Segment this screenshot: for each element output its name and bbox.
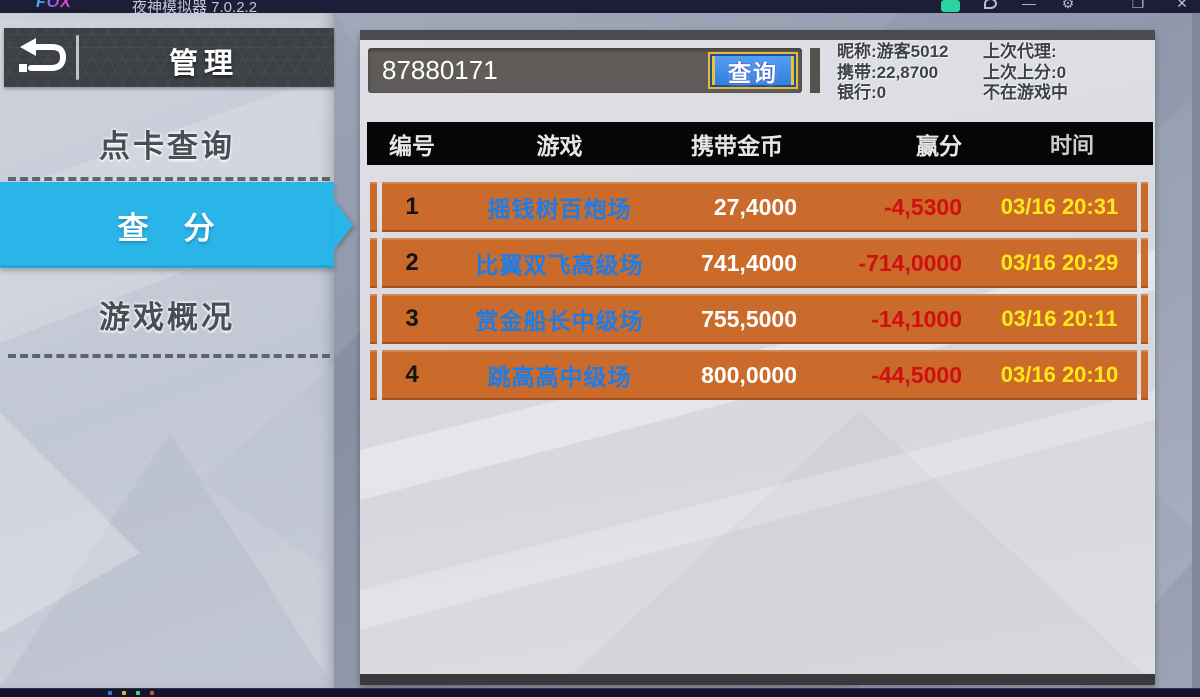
player-last-agent: 上次代理: [983, 42, 1057, 61]
cell-game: 比翼双飞高级场 [475, 252, 644, 278]
taskbar-sliver [0, 688, 1200, 697]
cell-game: 赏金船长中级场 [475, 308, 644, 334]
player-game-status: 不在游戏中 [983, 83, 1068, 102]
search-side-slab [810, 48, 820, 93]
cell-win: -714,0000 [858, 249, 962, 276]
panel-bottom-edge [360, 674, 1155, 685]
taskbar-icon [136, 691, 140, 695]
close-icon[interactable]: ✕ [1176, 0, 1188, 11]
back-button[interactable] [16, 36, 68, 80]
sidebar-item-label: 查 分 [117, 210, 217, 246]
player-id-input[interactable] [382, 48, 692, 93]
player-info-right: 上次代理: 上次上分:0 不在游戏中 [983, 42, 1068, 104]
cell-no: 3 [405, 305, 419, 332]
cell-coins: 800,0000 [701, 361, 797, 388]
sidebar-item-card-query[interactable]: 点卡查询 [0, 112, 334, 174]
sidebar-title: 管理 [168, 48, 239, 80]
table-row[interactable]: 4 跳高高中级场 800,0000 -44,5000 03/16 20:10 [370, 350, 1151, 400]
column-win: 赢分 [916, 132, 962, 159]
taskbar-icon [108, 691, 112, 695]
cell-time: 03/16 20:10 [1000, 362, 1119, 387]
cell-time: 03/16 20:31 [1000, 194, 1119, 219]
row-accent-right [1141, 350, 1148, 400]
window-right-edge [1192, 13, 1200, 688]
cell-win: -44,5000 [871, 361, 962, 388]
table-header: 编号 游戏 携带金币 赢分 时间 [367, 122, 1153, 165]
cell-win: -4,5300 [883, 193, 962, 220]
row-accent-right [1141, 238, 1148, 288]
game-area: 管理 点卡查询 查 分 游戏概况 [0, 13, 1200, 688]
query-button[interactable]: 查询 [708, 52, 798, 89]
sidebar-header: 管理 [4, 28, 334, 87]
table-row[interactable]: 1 摇钱树百炮场 27,4000 -4,5300 03/16 20:31 [370, 182, 1151, 232]
column-time: 时间 [1049, 132, 1094, 158]
window-titlebar: FOX 夜神模拟器 7.0.2.2 — ⚙ ❐ ✕ [0, 0, 1200, 13]
sidebar-item-label: 游戏概况 [99, 299, 235, 335]
score-query-panel: 查询 昵称:游客5012 携带:22,8700 银行:0 上次代理: 上次上分:… [360, 30, 1155, 685]
sidebar-item-score-query[interactable]: 查 分 [0, 182, 334, 268]
table-row[interactable]: 3 赏金船长中级场 755,5000 -14,1000 03/16 20:11 [370, 294, 1151, 344]
player-info-left: 昵称:游客5012 携带:22,8700 银行:0 [837, 42, 948, 104]
player-bank: 银行:0 [837, 83, 887, 102]
sidebar-separator [8, 177, 330, 181]
sidebar-item-label: 点卡查询 [99, 128, 235, 164]
settings-gear-icon[interactable]: ⚙ [1061, 0, 1075, 11]
player-last-topup: 上次上分:0 [983, 62, 1067, 82]
cell-no: 1 [405, 193, 419, 220]
row-accent-right [1141, 294, 1148, 344]
row-accent-left [370, 294, 377, 344]
column-game: 游戏 [536, 132, 583, 159]
cell-coins: 741,4000 [701, 249, 797, 276]
cell-time: 03/16 20:11 [1001, 306, 1118, 331]
row-accent-left [370, 182, 377, 232]
table-row[interactable]: 2 比翼双飞高级场 741,4000 -714,0000 03/16 20:29 [370, 238, 1151, 288]
sidebar-separator [8, 354, 330, 358]
cell-coins: 755,5000 [701, 305, 797, 332]
row-accent-left [370, 350, 377, 400]
cell-no: 2 [405, 249, 419, 276]
maximize-icon[interactable]: ❐ [1131, 0, 1145, 11]
player-carry: 携带:22,8700 [837, 62, 939, 82]
player-id-search: 查询 [368, 48, 802, 93]
nox-logo: FOX [36, 0, 72, 12]
column-no: 编号 [389, 132, 435, 159]
cell-win: -14,1000 [871, 305, 962, 332]
multi-instance-icon[interactable] [941, 0, 960, 12]
admin-sidebar: 管理 点卡查询 查 分 游戏概况 [0, 13, 334, 688]
taskbar-icon [150, 691, 154, 695]
cell-game: 摇钱树百炮场 [487, 196, 632, 222]
cell-coins: 27,4000 [713, 193, 797, 220]
minimize-icon[interactable]: — [1022, 0, 1036, 11]
back-icon [19, 38, 67, 72]
cell-game: 跳高高中级场 [487, 364, 632, 390]
cell-no: 4 [405, 361, 419, 388]
player-nickname: 昵称:游客5012 [837, 42, 949, 61]
row-accent-right [1141, 182, 1148, 232]
column-coins: 携带金币 [691, 132, 783, 159]
panel-top-edge [360, 30, 1155, 40]
sidebar-item-game-overview[interactable]: 游戏概况 [0, 283, 334, 345]
feedback-icon[interactable] [984, 0, 997, 9]
cell-time: 03/16 20:29 [1000, 250, 1119, 275]
row-accent-left [370, 238, 377, 288]
taskbar-icon [122, 691, 126, 695]
header-divider [76, 35, 79, 80]
window-title: 夜神模拟器 7.0.2.2 [132, 0, 258, 13]
